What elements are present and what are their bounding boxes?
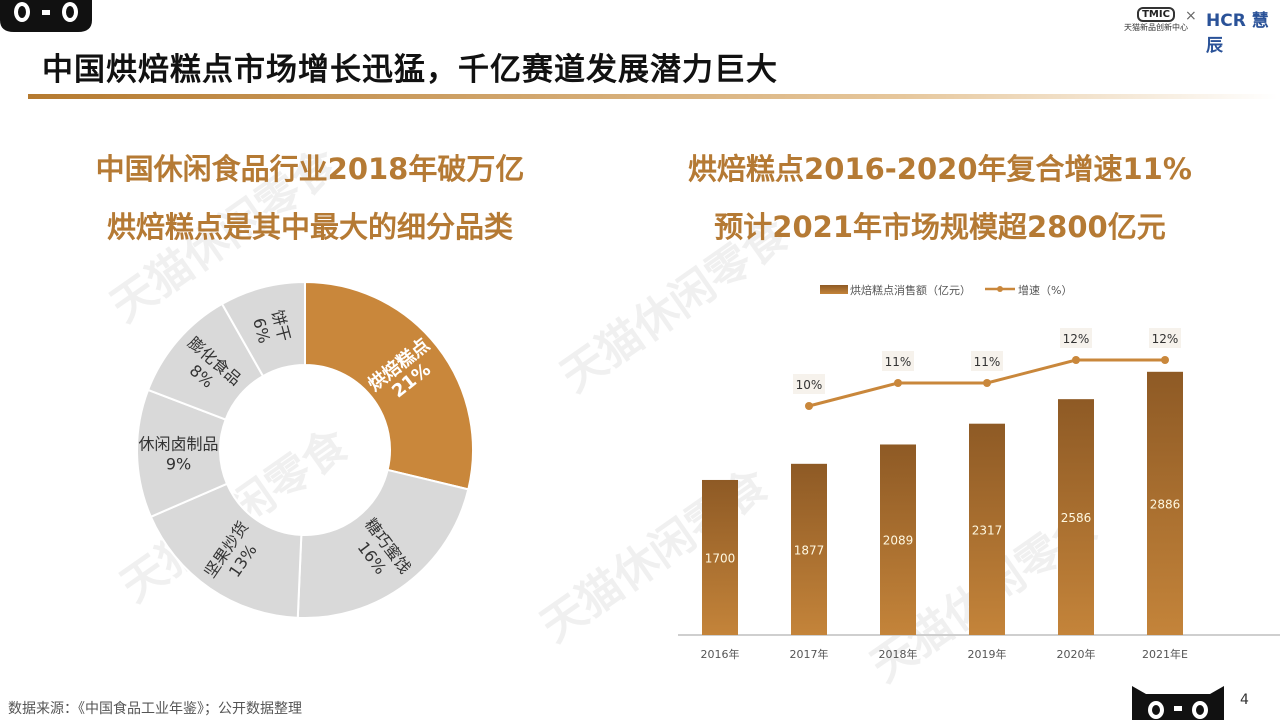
- hcr-logo: HCR 慧辰: [1206, 11, 1269, 56]
- legend-line-marker: [997, 286, 1003, 292]
- bar-value-label: 2317: [972, 523, 1003, 537]
- bar-value-label: 2089: [883, 534, 914, 548]
- legend-bar-swatch: [820, 285, 848, 294]
- bar-value-label: 1877: [794, 543, 825, 557]
- growth-label-bg: [793, 374, 825, 394]
- donut-slice: [296, 468, 470, 619]
- growth-label-bg: [1149, 328, 1181, 348]
- growth-point: [1072, 356, 1080, 364]
- growth-point: [1161, 356, 1169, 364]
- page-number: 4: [1240, 692, 1249, 708]
- tmall-cat-logo: [0, 0, 92, 32]
- growth-value-label: 11%: [974, 355, 1001, 369]
- growth-value-label: 10%: [796, 378, 823, 392]
- tmall-cat-logo-bottom: [1132, 686, 1224, 720]
- data-source-note: 数据来源：《中国食品工业年鉴》；公开数据整理: [8, 701, 302, 717]
- tmic-logo: TMIC 天猫新品创新中心: [1124, 2, 1188, 33]
- growth-point: [805, 402, 813, 410]
- legend-line-label: 增速（%）: [1018, 283, 1072, 297]
- growth-value-label: 11%: [885, 355, 912, 369]
- x-tick-label: 2016年: [701, 647, 740, 661]
- chart-legend: 烘焙糕点消售额（亿元） 增速（%）: [820, 283, 1072, 297]
- growth-point: [983, 379, 991, 387]
- bar: [1147, 371, 1183, 635]
- x-tick-label: 2019年: [968, 647, 1007, 661]
- bar: [880, 444, 916, 635]
- donut-category-label: 休闲卤制品: [139, 435, 219, 454]
- left-heading-line2: 烘焙糕点是其中最大的细分品类: [106, 210, 513, 244]
- x-tick-label: 2018年: [879, 647, 918, 661]
- donut-slice: [220, 280, 306, 378]
- bar-line-chart: 烘焙糕点消售额（亿元） 增速（%） 1700 2016年 1877 2017年 2089 20…: [678, 283, 1280, 661]
- x-tick-label: 2021年E: [1142, 647, 1188, 661]
- bar: [702, 479, 738, 635]
- tmic-logo-text: TMIC: [1137, 7, 1175, 22]
- bar-value-label: 2586: [1061, 511, 1092, 525]
- growth-label-bg: [882, 351, 914, 371]
- growth-value-label: 12%: [1152, 332, 1179, 346]
- right-heading-line1: 烘焙糕点2016-2020年复合增速11%: [688, 152, 1192, 186]
- bar: [969, 423, 1005, 635]
- collab-times: ×: [1185, 8, 1197, 24]
- left-heading-line1: 中国休闲食品行业2018年破万亿: [95, 152, 525, 186]
- right-heading-line2: 预计2021年市场规模超2800亿元: [714, 210, 1166, 244]
- bar: [1058, 399, 1094, 635]
- growth-point: [894, 379, 902, 387]
- growth-label-bg: [971, 351, 1003, 371]
- bar-value-label: 2886: [1150, 497, 1181, 511]
- donut-slice: [304, 280, 474, 491]
- x-tick-label: 2017年: [790, 647, 829, 661]
- growth-value-label: 12%: [1063, 332, 1090, 346]
- page-title: 中国烘焙糕点市场增长迅猛，千亿赛道发展潜力巨大: [42, 52, 778, 88]
- legend-bar-label: 烘焙糕点消售额（亿元）: [850, 283, 971, 297]
- donut-value-label: 9%: [166, 455, 191, 474]
- donut-slice: [149, 482, 303, 619]
- growth-label-bg: [1060, 328, 1092, 348]
- bar: [791, 463, 827, 635]
- title-divider: [28, 94, 1278, 99]
- x-tick-label: 2020年: [1057, 647, 1096, 661]
- bar-value-label: 1700: [705, 551, 736, 565]
- tmic-logo-subtitle: 天猫新品创新中心: [1124, 23, 1188, 32]
